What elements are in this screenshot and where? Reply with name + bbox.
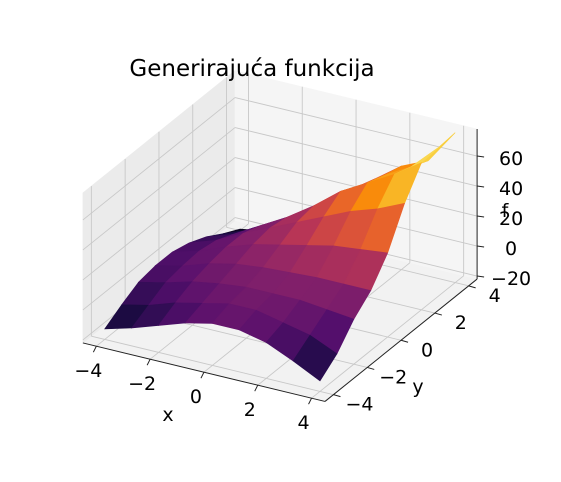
y-tick-label: 0: [421, 339, 433, 361]
y-tick-label: 2: [455, 312, 467, 334]
x-tick-label: 2: [244, 399, 256, 421]
z-tick-mark: [477, 155, 485, 158]
z-tick-mark: [477, 185, 485, 188]
z-tick-mark: [477, 275, 485, 278]
y-tick-mark: [434, 312, 442, 316]
x-tick-mark: [200, 371, 205, 379]
z-tick-mark: [477, 215, 485, 218]
y-tick-label: −2: [379, 366, 407, 388]
x-tick-mark: [254, 384, 259, 392]
z-tick-mark: [477, 245, 485, 248]
gridline: [82, 187, 236, 311]
z-tick-label: −20: [491, 268, 531, 290]
x-tick-mark: [308, 397, 312, 405]
y-tick-mark: [367, 366, 375, 370]
y-axis-label: y: [412, 376, 423, 398]
y-tick-label: 4: [489, 285, 501, 307]
z-tick-label: 60: [499, 148, 523, 170]
x-tick-label: 0: [190, 386, 202, 408]
y-tick-mark: [468, 285, 476, 289]
y-tick-mark: [400, 339, 409, 343]
z-tick-label: 40: [499, 178, 523, 200]
x-tick-label: −4: [74, 360, 102, 382]
surface-mesh: [104, 132, 456, 382]
x-tick-label: −2: [128, 373, 156, 395]
gridline: [82, 127, 236, 251]
y-tick-label: −4: [345, 394, 373, 416]
y-tick-mark: [333, 394, 341, 398]
x-axis-label: x: [162, 404, 173, 426]
gridline: [234, 97, 478, 157]
chart-title: Generirajuća funkcija: [129, 56, 374, 82]
gridline: [82, 157, 236, 281]
z-axis-label: f: [502, 200, 510, 222]
gridline: [91, 335, 334, 396]
x-tick-mark: [146, 358, 151, 366]
surface-face: [292, 334, 338, 382]
gridline: [82, 97, 236, 221]
gridline: [234, 127, 478, 187]
z-tick-label: 20: [499, 208, 523, 230]
x-tick-label: 4: [298, 412, 310, 434]
x-tick-mark: [92, 345, 97, 353]
z-tick-label: 0: [505, 238, 517, 260]
